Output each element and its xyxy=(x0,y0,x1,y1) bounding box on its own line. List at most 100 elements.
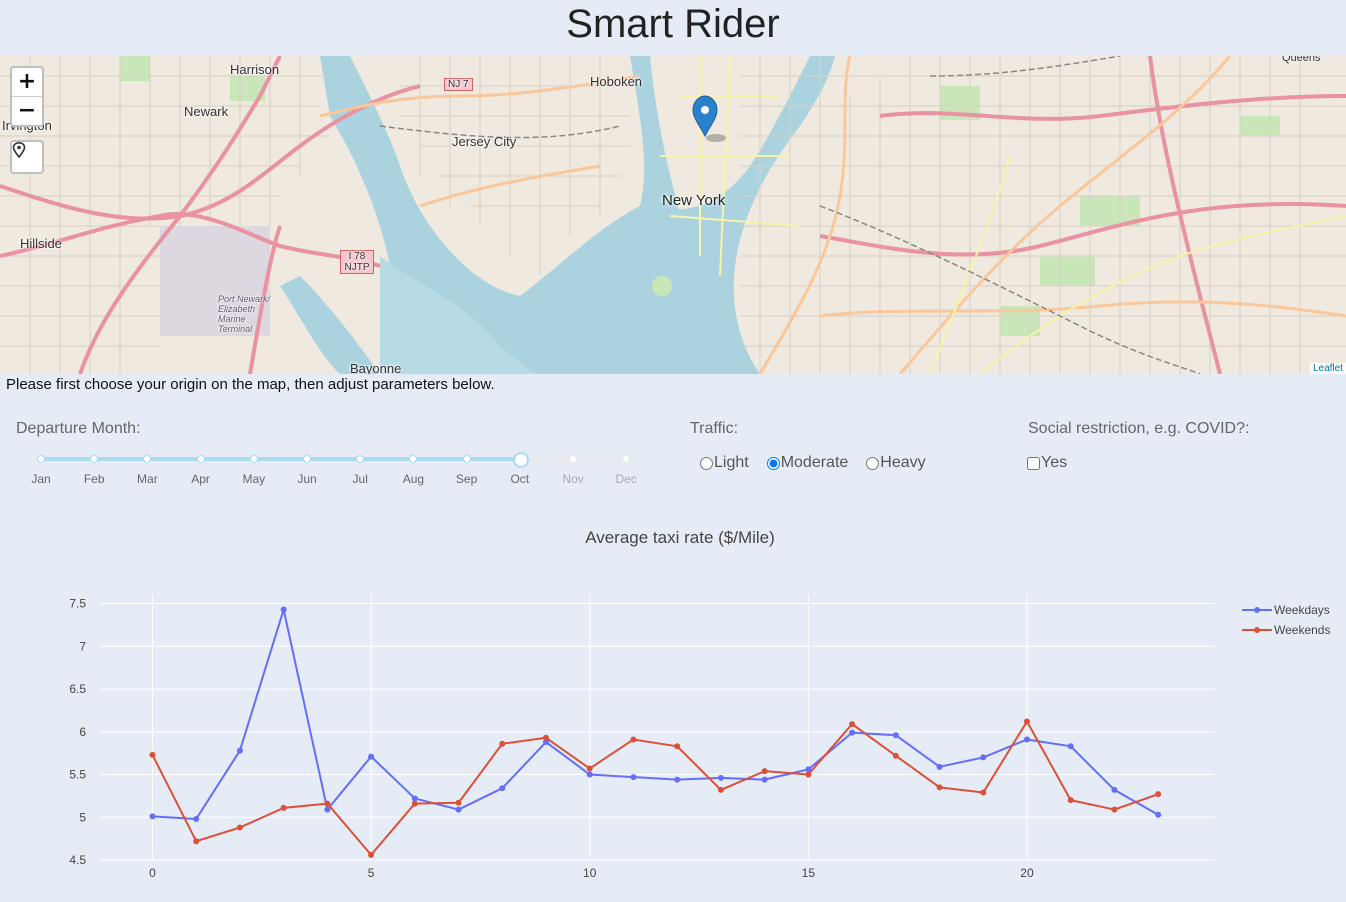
data-point-weekends[interactable] xyxy=(324,800,331,807)
data-point-weekdays[interactable] xyxy=(892,732,899,739)
legend-item-weekends[interactable]: Weekends xyxy=(1240,620,1330,640)
month-mark-jan[interactable]: Jan xyxy=(31,472,51,486)
data-point-weekdays[interactable] xyxy=(761,776,768,783)
data-point-weekdays[interactable] xyxy=(980,754,987,761)
month-mark-oct[interactable]: Oct xyxy=(510,472,530,486)
social-restriction-checkbox[interactable] xyxy=(1027,456,1040,470)
data-point-weekends[interactable] xyxy=(236,824,243,831)
month-mark-may[interactable]: May xyxy=(242,472,266,486)
data-point-weekdays[interactable] xyxy=(586,771,593,778)
data-point-weekends[interactable] xyxy=(411,800,418,807)
slider-step-dot[interactable] xyxy=(303,455,311,463)
traffic-option-moderate[interactable]: Moderate xyxy=(766,454,848,472)
legend-item-weekdays[interactable]: Weekdays xyxy=(1240,600,1330,620)
data-point-weekdays[interactable] xyxy=(499,785,506,792)
data-point-weekends[interactable] xyxy=(936,784,943,791)
slider-handle[interactable] xyxy=(512,452,529,468)
traffic-radio-heavy[interactable] xyxy=(866,456,880,470)
zoom-in-button[interactable]: + xyxy=(17,69,37,94)
data-point-weekends[interactable] xyxy=(717,786,724,793)
data-point-weekends[interactable] xyxy=(1111,806,1118,813)
traffic-option-heavy[interactable]: Heavy xyxy=(866,454,926,472)
data-point-weekends[interactable] xyxy=(849,721,856,728)
data-point-weekends[interactable] xyxy=(980,789,987,796)
data-point-weekends[interactable] xyxy=(193,838,200,845)
month-mark-feb[interactable]: Feb xyxy=(83,472,105,486)
data-point-weekends[interactable] xyxy=(455,799,462,806)
traffic-radio-moderate[interactable] xyxy=(766,456,780,470)
data-point-weekdays[interactable] xyxy=(280,606,287,613)
slider-step-dot[interactable] xyxy=(90,455,99,463)
month-mark-nov[interactable]: Nov xyxy=(562,472,584,486)
data-point-weekdays[interactable] xyxy=(674,776,681,783)
slider-step-dot[interactable] xyxy=(356,455,365,463)
data-point-weekends[interactable] xyxy=(761,768,768,775)
data-point-weekdays[interactable] xyxy=(368,753,375,760)
data-point-weekends[interactable] xyxy=(1023,718,1030,725)
data-point-weekdays[interactable] xyxy=(455,806,462,813)
locate-button[interactable] xyxy=(10,140,44,174)
data-point-weekends[interactable] xyxy=(543,734,549,741)
origin-marker[interactable] xyxy=(692,95,726,142)
data-point-weekdays[interactable] xyxy=(543,739,549,746)
zoom-out-button[interactable]: − xyxy=(12,96,42,125)
data-point-weekdays[interactable] xyxy=(193,815,200,822)
data-point-weekends[interactable] xyxy=(280,804,287,811)
map-attribution-link[interactable]: Leaflet xyxy=(1309,363,1346,374)
data-point-weekends[interactable] xyxy=(805,771,812,778)
chart-title: Average taxi rate ($/Mile) xyxy=(585,528,775,547)
month-mark-apr[interactable]: Apr xyxy=(191,472,210,486)
origin-map[interactable]: Harrison Newark Irvington Hillside Hobok… xyxy=(0,56,1346,374)
month-mark-jun[interactable]: Jun xyxy=(297,472,317,486)
data-point-weekdays[interactable] xyxy=(630,774,637,781)
series-line-weekends[interactable] xyxy=(151,720,1159,856)
month-mark-dec[interactable]: Dec xyxy=(615,472,637,486)
series-line-weekdays[interactable] xyxy=(152,608,1159,820)
map-label-i78: I 78 NJTP xyxy=(340,250,374,274)
data-point-weekends[interactable] xyxy=(674,743,681,750)
data-point-weekends[interactable] xyxy=(368,851,375,858)
data-point-weekdays[interactable] xyxy=(1111,786,1118,793)
data-point-weekends[interactable] xyxy=(1067,797,1074,804)
social-restriction-option[interactable]: Yes xyxy=(1027,454,1067,472)
month-mark-mar[interactable]: Mar xyxy=(137,472,158,486)
map-label-harrison: Harrison xyxy=(230,62,280,77)
month-mark-sep[interactable]: Sep xyxy=(455,472,478,486)
data-point-weekdays[interactable] xyxy=(1023,736,1030,743)
slider-step-dot[interactable] xyxy=(249,455,258,463)
data-point-weekdays[interactable] xyxy=(805,766,812,773)
data-point-weekends[interactable] xyxy=(630,736,637,743)
traffic-radio-light[interactable] xyxy=(700,456,713,470)
data-point-weekdays[interactable] xyxy=(936,763,943,770)
location-pin-icon xyxy=(12,142,26,158)
legend-label: Weekends xyxy=(1274,623,1331,637)
slider-step-dot[interactable] xyxy=(622,455,631,463)
data-point-weekends[interactable] xyxy=(892,752,899,759)
data-point-weekdays[interactable] xyxy=(236,747,243,754)
data-point-weekdays[interactable] xyxy=(149,813,156,820)
map-label-new-york: New York xyxy=(662,192,726,209)
month-mark-aug[interactable]: Aug xyxy=(402,472,425,486)
data-point-weekdays[interactable] xyxy=(1067,743,1074,750)
data-point-weekdays[interactable] xyxy=(717,774,724,781)
month-mark-jul[interactable]: Jul xyxy=(352,472,368,486)
slider-step-dot[interactable] xyxy=(462,455,471,463)
data-point-weekdays[interactable] xyxy=(1155,811,1162,818)
data-point-weekdays[interactable] xyxy=(324,806,331,813)
slider-step-dot[interactable] xyxy=(196,455,205,463)
map-tiles[interactable] xyxy=(0,56,1346,374)
slider-step-dot[interactable] xyxy=(37,455,45,463)
data-point-weekends[interactable] xyxy=(149,751,156,758)
slider-step-dot[interactable] xyxy=(143,455,152,463)
traffic-option-light[interactable]: Light xyxy=(700,454,749,472)
y-tick-label: 5.5 xyxy=(69,768,86,782)
data-point-weekdays[interactable] xyxy=(411,795,418,802)
slider-step-dot[interactable] xyxy=(409,455,418,463)
slider-step-dot[interactable] xyxy=(569,455,577,463)
departure-month-slider[interactable]: Jan Feb Mar Apr May Jun Jul Aug Sep Oct Nov Dec xyxy=(30,448,640,488)
data-point-weekends[interactable] xyxy=(1155,791,1162,798)
data-point-weekends[interactable] xyxy=(499,740,506,747)
data-point-weekends[interactable] xyxy=(586,765,593,772)
data-point-weekdays[interactable] xyxy=(849,729,856,736)
taxi-rate-chart[interactable]: 4.5 5 5.5 6 6.5 7 7.5 0 5 10 15 20 xyxy=(0,560,1346,902)
